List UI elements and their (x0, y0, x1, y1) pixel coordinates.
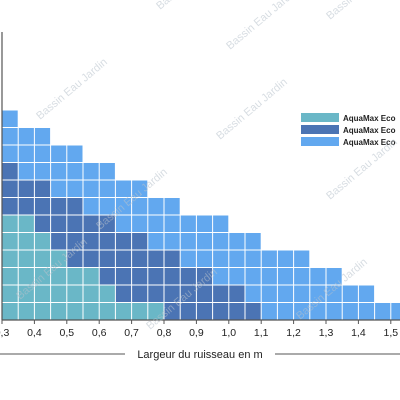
x-tick-label: 0,3 (0, 327, 9, 339)
legend-label: AquaMax Eco (343, 138, 396, 147)
x-tick-label: 0,5 (59, 327, 74, 339)
x-tick-labels: 0,3 0,4 0,5 0,6 0,7 0,8 0,9 1,0 1,1 1,2 1,3 1,4 1,5 (0, 320, 398, 339)
watermark-text: Bassin Eau Jardin (324, 0, 400, 22)
x-tick-label: 0,8 (157, 327, 172, 339)
legend-swatch (301, 137, 339, 146)
x-axis-label-group: Largeur du ruisseau en m (0, 349, 400, 361)
legend-label: AquaMax Eco (343, 114, 396, 123)
x-tick-label: 1,4 (351, 327, 366, 339)
x-tick-label: 1,1 (254, 327, 269, 339)
x-tick-label: 0,6 (92, 327, 107, 339)
grid-lines (1, 32, 400, 320)
legend: AquaMax Eco AquaMax Eco AquaMax Eco (296, 108, 400, 150)
x-tick-label: 1,0 (221, 327, 236, 339)
x-axis-label: Largeur du ruisseau en m (137, 349, 262, 361)
x-tick-label: 1,5 (383, 327, 398, 339)
axes (1, 32, 400, 321)
x-tick-label: 0,7 (124, 327, 139, 339)
x-tick-label: 0,9 (189, 327, 204, 339)
legend-swatch (301, 125, 339, 134)
x-tick-label: 1,3 (319, 327, 334, 339)
watermark-text: Bassin Eau Jardin (154, 0, 230, 12)
x-tick-label: 1,2 (286, 327, 301, 339)
x-tick-label: 0,4 (27, 327, 42, 339)
series-area-1 (2, 197, 164, 320)
legend-swatch (301, 113, 339, 122)
legend-label: AquaMax Eco (343, 126, 396, 135)
